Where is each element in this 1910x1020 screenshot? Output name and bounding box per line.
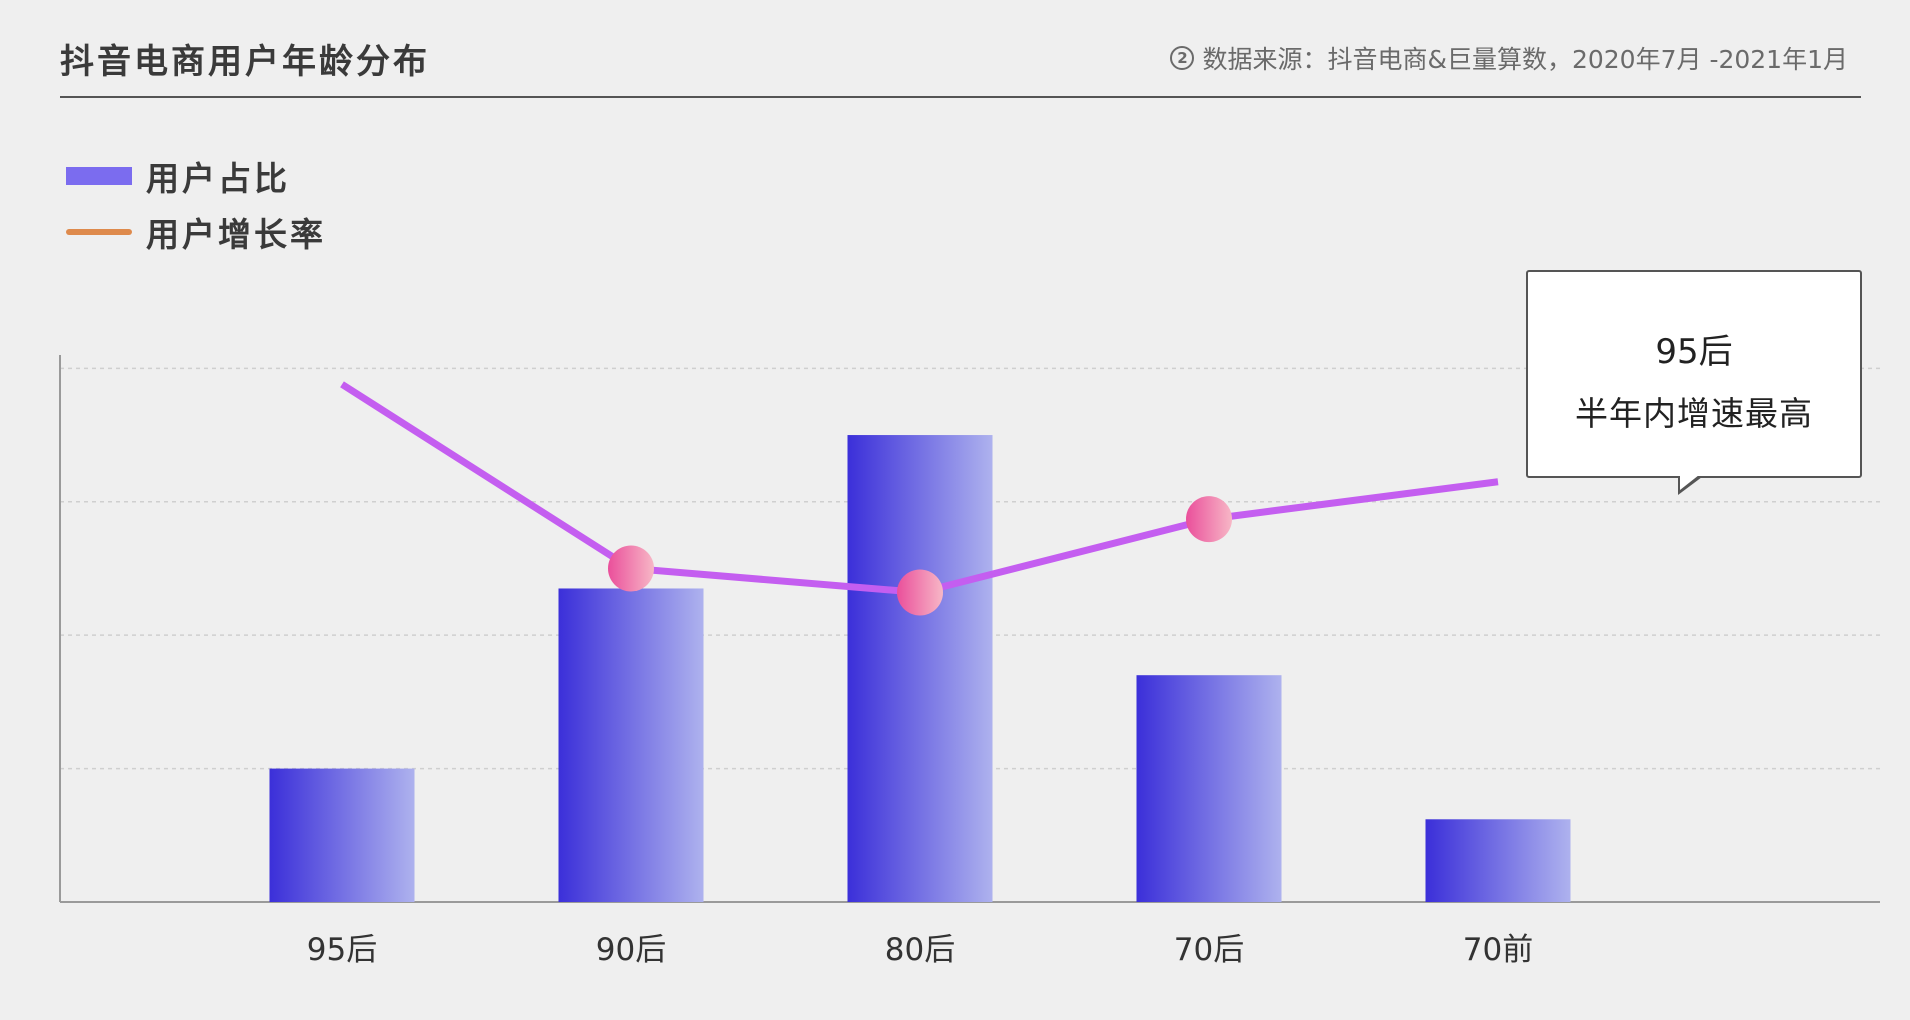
legend-line-swatch [66, 229, 132, 235]
callout-title: 95后 [1655, 332, 1733, 372]
bar-95后 [269, 768, 415, 902]
legend-item-share: 用户占比 [66, 148, 326, 204]
callout-text: 半年内增速最高 [1575, 394, 1813, 433]
x-tick-label: 70后 [1174, 932, 1244, 968]
info-circle-icon: 2 [1170, 46, 1195, 70]
x-tick-labels: 95后 90后 80后 70后 70前 [307, 932, 1533, 968]
bar-series [269, 435, 1571, 902]
line-point-80后 [897, 569, 943, 616]
line-point-70后 [1186, 496, 1232, 543]
legend-label-growth: 用户增长率 [146, 215, 326, 254]
page-title: 抖音电商用户年龄分布 [60, 42, 430, 82]
legend-bar-swatch [66, 167, 132, 185]
bar-80后 [847, 435, 993, 902]
x-tick-label: 90后 [596, 932, 666, 968]
data-source-text: 数据来源：抖音电商&巨量算数，2020年7月 -2021年1月 [1202, 45, 1848, 74]
x-tick-label: 80后 [885, 932, 955, 968]
header-divider [60, 96, 1861, 98]
x-tick-label: 70前 [1463, 932, 1533, 968]
line-point-90后 [608, 545, 654, 592]
line-markers [608, 496, 1232, 616]
bar-70前 [1425, 819, 1571, 902]
chart-legend: 用户占比 用户增长率 [66, 148, 326, 260]
legend-item-growth: 用户增长率 [66, 204, 326, 260]
bar-90后 [558, 588, 704, 902]
callout-pointer [1678, 475, 1702, 495]
legend-label-share: 用户占比 [146, 159, 290, 198]
callout-box: 95后 半年内增速最高 [1526, 270, 1862, 495]
data-source: 2 数据来源：抖音电商&巨量算数，2020年7月 -2021年1月 [1170, 40, 1848, 76]
x-tick-label: 95后 [307, 932, 377, 968]
bar-70后 [1136, 675, 1282, 902]
